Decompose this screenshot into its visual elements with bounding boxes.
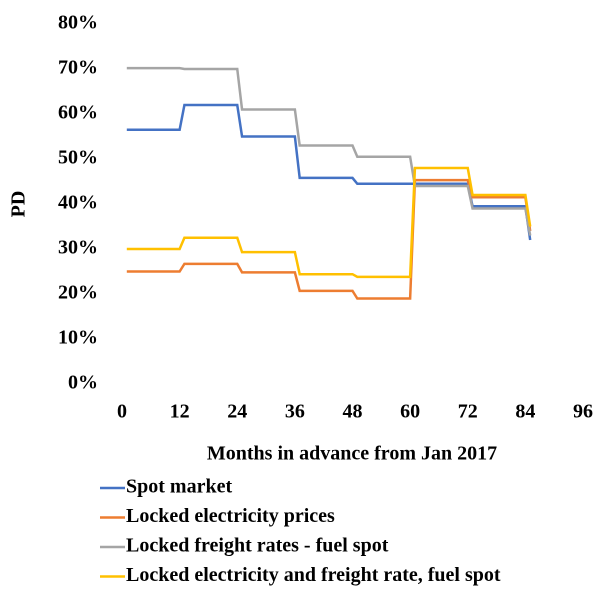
x-tick-label: 84 [515, 401, 535, 423]
legend-label: Locked electricity prices [126, 505, 335, 527]
y-tick-label: 50% [58, 147, 98, 169]
x-tick-label: 96 [573, 401, 593, 423]
x-tick-label: 60 [400, 401, 420, 423]
y-axis-label: PD [8, 191, 30, 218]
x-tick-label: 48 [343, 401, 363, 423]
y-tick-label: 40% [58, 192, 98, 214]
y-tick-label: 80% [58, 12, 98, 34]
legend-label: Locked electricity and freight rate, fue… [126, 564, 501, 586]
x-tick-label: 24 [227, 401, 247, 423]
y-tick-label: 30% [58, 237, 98, 259]
x-tick-label: 72 [458, 401, 478, 423]
x-tick-label: 12 [170, 401, 190, 423]
x-axis-label: Months in advance from Jan 2017 [207, 443, 497, 465]
series-line [126, 66, 532, 236]
legend-label: Locked freight rates - fuel spot [126, 535, 389, 557]
x-tick-label: 36 [285, 401, 305, 423]
y-tick-label: 60% [58, 102, 98, 124]
y-tick-label: 70% [58, 57, 98, 79]
series-line [126, 166, 532, 279]
x-tick-label: 0 [117, 401, 127, 423]
legend-label: Spot market [126, 476, 232, 498]
y-tick-label: 0% [68, 372, 98, 394]
y-tick-label: 20% [58, 282, 98, 304]
y-tick-label: 10% [58, 327, 98, 349]
